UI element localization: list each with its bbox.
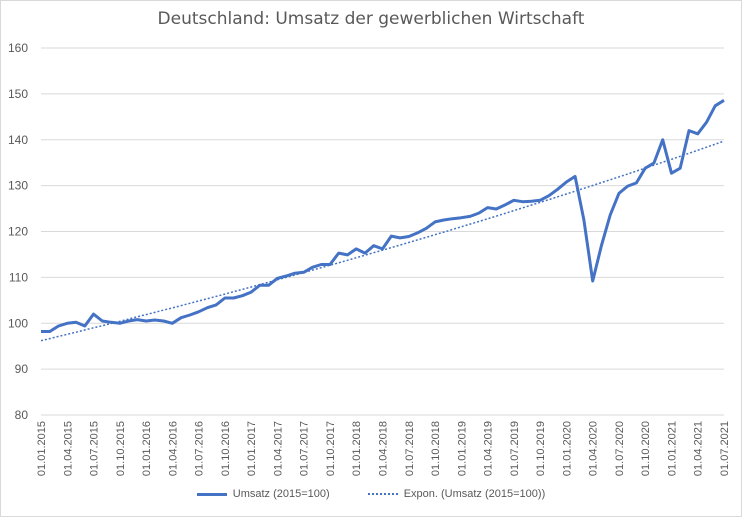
x-tick-label: 01.01.2015	[36, 421, 48, 476]
x-tick-label: 01.04.2015	[62, 421, 74, 476]
series-line-umsatz	[41, 99, 725, 333]
x-tick-label: 01.01.2019	[456, 421, 468, 476]
x-tick-label: 01.07.2018	[404, 421, 416, 476]
y-tick-label: 160	[8, 41, 28, 55]
x-tick-label: 01.04.2020	[588, 421, 600, 476]
x-tick-label: 01.01.2018	[351, 421, 363, 476]
y-tick-label: 120	[8, 225, 28, 239]
legend-item-umsatz: Umsatz (2015=100)	[196, 488, 330, 500]
x-tick-label: 01.07.2021	[719, 421, 731, 476]
x-tick-label: 01.10.2019	[535, 421, 547, 476]
x-tick-label: 01.01.2016	[141, 421, 153, 476]
legend-swatch-solid	[196, 492, 227, 496]
x-tick-label: 01.07.2015	[89, 421, 101, 476]
y-tick-label: 90	[15, 362, 29, 376]
x-tick-label: 01.10.2017	[325, 421, 337, 476]
legend-swatch-dotted	[367, 493, 398, 495]
y-tick-label: 80	[15, 408, 29, 422]
legend: Umsatz (2015=100) Expon. (Umsatz (2015=1…	[0, 488, 742, 500]
x-tick-label: 01.01.2020	[561, 421, 573, 476]
x-tick-label: 01.07.2017	[299, 421, 311, 476]
x-tick-label: 01.10.2016	[220, 421, 232, 476]
gridlines	[41, 47, 724, 370]
legend-item-trend: Expon. (Umsatz (2015=100))	[367, 488, 546, 500]
x-tick-label: 01.07.2016	[194, 421, 206, 476]
y-tick-label: 150	[8, 87, 28, 101]
x-axis-ticks: 01.01.2015 01.04.2015 01.07.2015 01.10.2015…	[36, 421, 731, 476]
x-tick-label: 01.10.2020	[640, 421, 652, 476]
x-tick-label: 01.04.2016	[167, 421, 179, 476]
y-tick-label: 110	[9, 270, 28, 284]
x-tick-label: 01.07.2019	[509, 421, 521, 476]
legend-label-trend: Expon. (Umsatz (2015=100))	[403, 488, 546, 500]
y-tick-label: 130	[8, 179, 28, 193]
x-tick-label: 01.01.2017	[246, 421, 258, 476]
x-tick-label: 01.04.2019	[483, 421, 495, 476]
y-tick-label: 140	[8, 133, 28, 147]
x-tick-label: 01.10.2015	[115, 421, 127, 476]
trend-line	[40, 140, 725, 342]
x-tick-label: 01.10.2018	[430, 421, 442, 476]
x-tick-label: 01.01.2021	[666, 421, 678, 476]
legend-label-umsatz: Umsatz (2015=100)	[232, 488, 330, 500]
chart-title: Deutschland: Umsatz der gewerblichen Wir…	[157, 9, 585, 29]
x-tick-label: 01.04.2018	[378, 421, 390, 476]
x-tick-label: 01.04.2021	[693, 421, 705, 476]
y-tick-label: 100	[8, 316, 28, 330]
x-tick-label: 01.04.2017	[272, 421, 284, 476]
y-axis-ticks: 80 90 100 110 120 130 140 150 160	[8, 41, 28, 422]
x-tick-label: 01.07.2020	[614, 421, 626, 476]
